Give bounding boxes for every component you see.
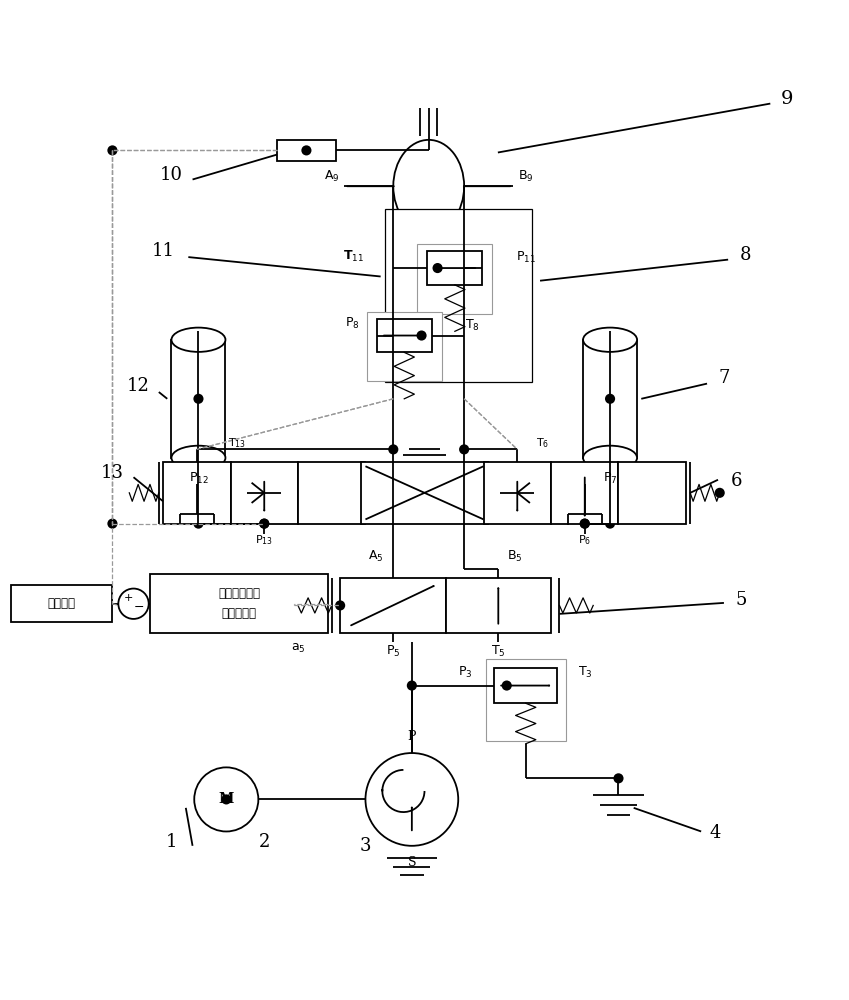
Text: 11: 11 xyxy=(151,242,175,260)
Bar xyxy=(486,659,565,741)
Ellipse shape xyxy=(194,394,204,404)
Bar xyxy=(277,140,336,161)
Ellipse shape xyxy=(417,330,426,341)
Text: $\mathrm{P}_5$: $\mathrm{P}_5$ xyxy=(385,644,400,659)
Ellipse shape xyxy=(432,263,442,273)
Ellipse shape xyxy=(715,488,725,498)
Text: $\mathrm{T}_{13}$: $\mathrm{T}_{13}$ xyxy=(228,437,246,450)
Ellipse shape xyxy=(335,600,346,610)
Text: $\mathrm{P}_3$: $\mathrm{P}_3$ xyxy=(458,665,473,680)
Ellipse shape xyxy=(107,145,117,155)
Text: 9: 9 xyxy=(781,90,794,108)
Text: $\mathrm{T}_5$: $\mathrm{T}_5$ xyxy=(491,644,506,659)
Bar xyxy=(418,244,492,314)
Ellipse shape xyxy=(194,519,204,529)
Text: 13: 13 xyxy=(101,464,124,482)
Ellipse shape xyxy=(259,519,269,529)
Ellipse shape xyxy=(407,680,417,691)
Text: −: − xyxy=(133,601,143,614)
Bar xyxy=(340,578,446,633)
Text: $\mathrm{A}_5$: $\mathrm{A}_5$ xyxy=(368,549,384,564)
Ellipse shape xyxy=(171,328,226,352)
Text: 5: 5 xyxy=(735,591,746,609)
Bar xyxy=(298,462,365,524)
Bar xyxy=(618,462,686,524)
Bar xyxy=(446,578,551,633)
Text: 3: 3 xyxy=(360,837,371,855)
Bar xyxy=(367,312,441,381)
Ellipse shape xyxy=(171,446,226,470)
Bar xyxy=(494,668,557,703)
Text: 12: 12 xyxy=(127,377,149,395)
Text: $\mathrm{B}_5$: $\mathrm{B}_5$ xyxy=(508,549,523,564)
Text: 6: 6 xyxy=(731,472,742,490)
Text: $\mathrm{P}_8$: $\mathrm{P}_8$ xyxy=(346,316,360,331)
Bar xyxy=(171,340,226,458)
Text: $\mathrm{P}_{12}$: $\mathrm{P}_{12}$ xyxy=(188,471,208,486)
Text: $\mathbf{T}_{11}$: $\mathbf{T}_{11}$ xyxy=(343,249,363,264)
Ellipse shape xyxy=(365,753,458,846)
Ellipse shape xyxy=(107,519,117,529)
Text: $\mathrm{T}_3$: $\mathrm{T}_3$ xyxy=(578,665,593,680)
Text: S: S xyxy=(408,856,416,869)
Text: P: P xyxy=(408,730,416,743)
Ellipse shape xyxy=(583,446,637,470)
Ellipse shape xyxy=(459,444,469,454)
Ellipse shape xyxy=(502,680,512,691)
Text: $\mathrm{P}_6$: $\mathrm{P}_6$ xyxy=(578,534,592,547)
Text: $\mathrm{A}_9$: $\mathrm{A}_9$ xyxy=(324,169,340,184)
Text: 10: 10 xyxy=(160,166,183,184)
Bar xyxy=(231,462,298,524)
Ellipse shape xyxy=(605,519,616,529)
Ellipse shape xyxy=(222,794,231,804)
Bar xyxy=(551,462,618,524)
Bar xyxy=(583,340,637,458)
Ellipse shape xyxy=(583,328,637,352)
Bar xyxy=(427,251,482,285)
Text: $\mathrm{P}_{11}$: $\mathrm{P}_{11}$ xyxy=(516,250,536,265)
Ellipse shape xyxy=(118,589,149,619)
Text: 速度信号: 速度信号 xyxy=(48,597,76,610)
Ellipse shape xyxy=(194,767,258,831)
Ellipse shape xyxy=(301,145,312,155)
Text: $\mathrm{P}_{13}$: $\mathrm{P}_{13}$ xyxy=(256,534,273,547)
Bar xyxy=(484,462,551,524)
Ellipse shape xyxy=(605,394,616,404)
Text: M: M xyxy=(218,792,234,806)
Ellipse shape xyxy=(614,773,623,783)
Ellipse shape xyxy=(580,519,590,529)
Bar xyxy=(163,462,231,524)
Text: 2: 2 xyxy=(259,833,270,851)
Text: $\mathrm{B}_9$: $\mathrm{B}_9$ xyxy=(518,169,533,184)
Bar xyxy=(377,319,431,352)
Text: $\mathrm{T}_6$: $\mathrm{T}_6$ xyxy=(536,437,549,450)
Text: $\mathrm{a}_5$: $\mathrm{a}_5$ xyxy=(290,642,306,655)
Ellipse shape xyxy=(259,519,269,529)
Text: 7: 7 xyxy=(718,369,729,387)
Bar xyxy=(11,585,112,622)
Ellipse shape xyxy=(393,140,464,233)
Ellipse shape xyxy=(388,444,398,454)
Bar xyxy=(150,574,328,633)
Text: 变速积分比例: 变速积分比例 xyxy=(218,587,260,600)
Bar xyxy=(385,209,531,382)
Text: +: + xyxy=(124,593,133,603)
Text: 积分控制器: 积分控制器 xyxy=(222,607,256,620)
Text: $\mathrm{P}_7$: $\mathrm{P}_7$ xyxy=(603,471,617,486)
Text: $\mathrm{T}_8$: $\mathrm{T}_8$ xyxy=(465,318,481,333)
Bar xyxy=(361,462,488,524)
Text: 8: 8 xyxy=(739,246,751,264)
Ellipse shape xyxy=(580,519,590,529)
Text: 1: 1 xyxy=(166,833,177,851)
Text: 4: 4 xyxy=(710,824,721,842)
